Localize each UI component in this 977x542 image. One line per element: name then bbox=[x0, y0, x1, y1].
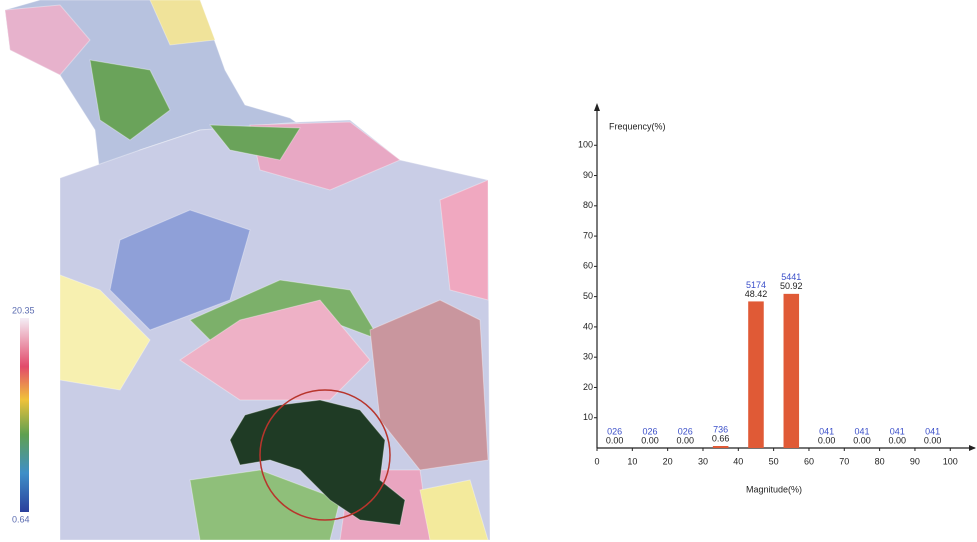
value-label: 0.66 bbox=[712, 433, 730, 443]
histogram: Frequency(%) Magnitude(%) 10 20 30 40 50 60 70 80… bbox=[578, 103, 976, 494]
count-label: 026 bbox=[642, 426, 657, 436]
x-axis-label: Magnitude(%) bbox=[746, 484, 802, 494]
value-label: 0.00 bbox=[924, 435, 942, 445]
count-label: 5441 bbox=[781, 272, 801, 282]
value-label: 0.00 bbox=[853, 435, 871, 445]
y-tick-label: 60 bbox=[583, 261, 593, 271]
x-tick-label: 40 bbox=[733, 456, 743, 466]
count-label: 041 bbox=[854, 426, 869, 436]
colorbar-max: 20.35 bbox=[12, 305, 35, 315]
page: 20.35 0.64 Frequency(%) Magnitude(%) 10 20 3… bbox=[0, 0, 977, 542]
count-label: 736 bbox=[713, 424, 728, 434]
value-label: 0.00 bbox=[641, 435, 659, 445]
x-tick-label: 100 bbox=[943, 456, 958, 466]
value-label: 48.42 bbox=[745, 289, 768, 299]
x-tick-label: 0 bbox=[594, 456, 599, 466]
x-tick-label: 80 bbox=[875, 456, 885, 466]
y-tick-label: 20 bbox=[583, 382, 593, 392]
x-tick-label: 10 bbox=[627, 456, 637, 466]
y-tick-label: 100 bbox=[578, 140, 593, 150]
x-tick-label: 20 bbox=[663, 456, 673, 466]
x-tick-label: 60 bbox=[804, 456, 814, 466]
y-tick-label: 10 bbox=[583, 412, 593, 422]
count-label: 041 bbox=[819, 426, 834, 436]
bar bbox=[748, 301, 764, 448]
value-label: 0.00 bbox=[677, 435, 695, 445]
colorbar bbox=[20, 318, 29, 512]
y-axis-label: Frequency(%) bbox=[609, 121, 666, 131]
bar bbox=[713, 446, 729, 448]
x-axis-arrow bbox=[969, 445, 976, 451]
bar bbox=[784, 294, 800, 448]
value-label: 0.00 bbox=[606, 435, 624, 445]
colorbar-min: 0.64 bbox=[12, 514, 30, 524]
count-label: 026 bbox=[607, 426, 622, 436]
x-tick-label: 90 bbox=[910, 456, 920, 466]
value-label: 0.00 bbox=[818, 435, 836, 445]
x-tick-label: 70 bbox=[839, 456, 849, 466]
value-label: 0.00 bbox=[889, 435, 907, 445]
count-label: 026 bbox=[678, 426, 693, 436]
y-tick-label: 30 bbox=[583, 352, 593, 362]
count-label: 5174 bbox=[746, 280, 766, 290]
mesh-view bbox=[5, 0, 490, 540]
value-label: 50.92 bbox=[780, 281, 803, 291]
y-axis-arrow bbox=[594, 103, 600, 111]
y-tick-label: 80 bbox=[583, 200, 593, 210]
y-tick-label: 50 bbox=[583, 291, 593, 301]
y-tick-label: 40 bbox=[583, 321, 593, 331]
x-tick-label: 50 bbox=[769, 456, 779, 466]
count-label: 041 bbox=[925, 426, 940, 436]
x-tick-label: 30 bbox=[698, 456, 708, 466]
y-tick-label: 70 bbox=[583, 230, 593, 240]
y-tick-label: 90 bbox=[583, 170, 593, 180]
count-label: 041 bbox=[890, 426, 905, 436]
